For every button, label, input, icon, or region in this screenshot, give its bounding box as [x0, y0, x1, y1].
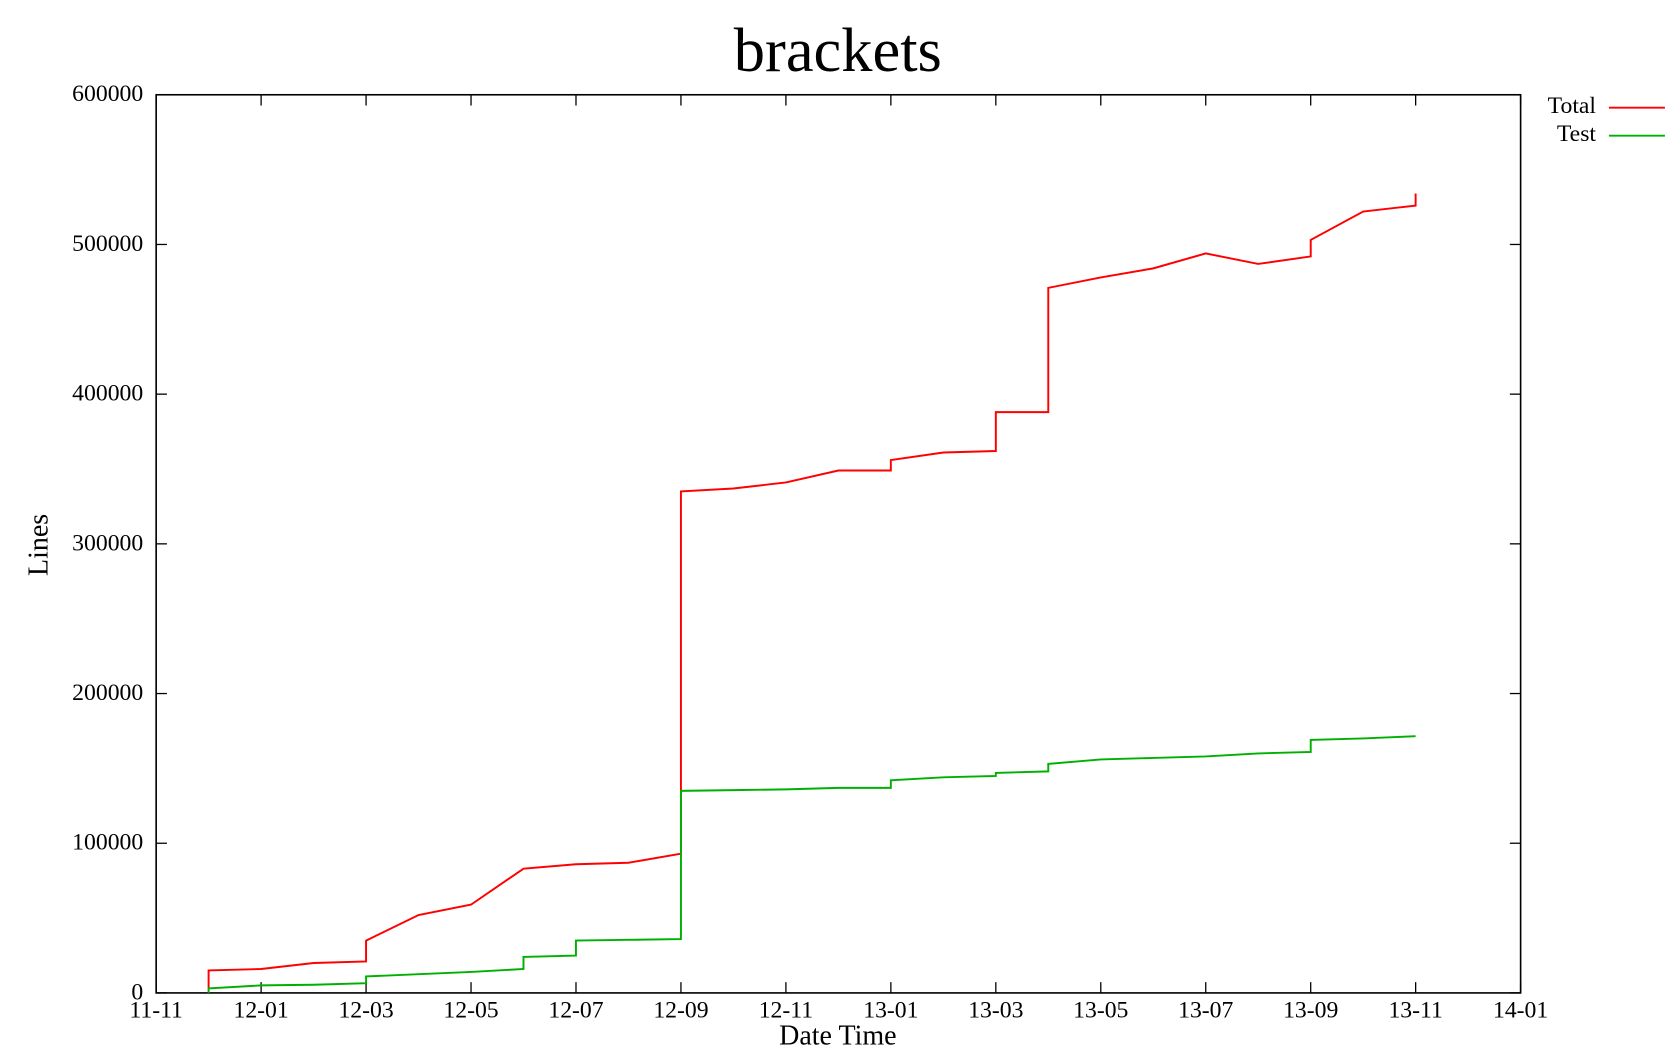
y-tick-label: 600000 [72, 81, 143, 107]
x-tick-label: 13-07 [1178, 998, 1233, 1024]
x-tick-label: 12-11 [759, 998, 813, 1024]
x-tick-label: 13-01 [863, 998, 918, 1024]
x-tick-label: 13-09 [1283, 998, 1338, 1024]
x-tick-label: 13-05 [1073, 998, 1128, 1024]
x-tick-label: 13-11 [1388, 998, 1442, 1024]
series-line [207, 735, 1416, 993]
y-tick-label: 400000 [72, 381, 143, 407]
chart-title: brackets [734, 15, 942, 85]
y-tick-label: 300000 [72, 530, 143, 556]
x-tick-label: 12-01 [233, 998, 288, 1024]
y-tick-label: 200000 [72, 680, 143, 706]
x-tick-label: 13-03 [968, 998, 1023, 1024]
x-axis-label: Date Time [779, 1021, 896, 1050]
y-tick-label: 100000 [72, 830, 143, 856]
x-tick-label: 12-09 [653, 998, 708, 1024]
x-tick-label: 12-03 [338, 998, 393, 1024]
y-tick-label: 0 [131, 979, 143, 1005]
x-tick-label: 12-07 [548, 998, 603, 1024]
x-tick-label: 14-01 [1493, 998, 1548, 1024]
x-tick-label: 11-11 [129, 998, 183, 1024]
y-axis-label: Lines [23, 514, 54, 576]
series-line [207, 193, 1417, 989]
x-tick-label: 12-05 [443, 998, 498, 1024]
legend-label: Test [1557, 121, 1597, 147]
legend-label: Total [1548, 93, 1597, 119]
y-tick-label: 500000 [72, 231, 143, 257]
